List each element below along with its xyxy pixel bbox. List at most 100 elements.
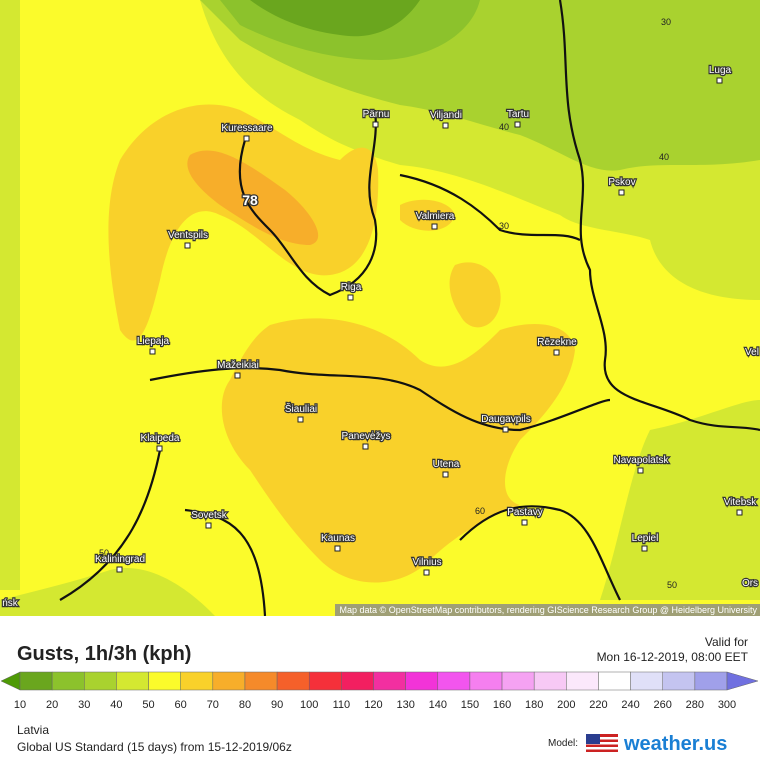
valid-time: Mon 16-12-2019, 08:00 EET [597,650,749,664]
field-70 [187,150,319,245]
city-marker [372,121,379,128]
color-cell [148,671,181,691]
legend-tick: 30 [78,699,90,711]
legend-tick: 90 [271,699,283,711]
color-cell [276,671,310,691]
field-10 [250,0,420,37]
legend-panel: Gusts, 1h/3h (kph) Valid for Mon 16-12-2… [0,635,759,755]
city-marker [521,519,528,526]
legend-tick: 280 [686,699,704,711]
city-marker [423,569,430,576]
legend-tick: 20 [46,699,58,711]
city-marker [156,445,163,452]
borders [59,0,760,616]
city-marker [149,348,156,355]
contour-labels: 30 40 40 30 50 60 50 [99,17,677,590]
color-cell [662,671,696,691]
model-run: Global US Standard (15 days) from 15-12-… [17,740,292,754]
city-label: Vitebsk [724,497,758,508]
city-marker [637,467,644,474]
color-cell [51,671,85,691]
city-marker [736,509,743,516]
city-label: Lepiel [632,533,659,544]
city-marker [234,372,241,379]
legend-tick: 60 [175,699,187,711]
city-marker [347,294,354,301]
city-marker [442,122,449,129]
city-marker [116,566,123,573]
city-label: Mažeikiai [217,360,259,371]
legend-tick: 120 [364,699,382,711]
city-label: Pärnu [363,109,390,120]
legend-tick: 130 [396,699,414,711]
city-label: Utena [433,459,460,470]
city-label: Panevėžys [342,431,391,442]
city-marker [297,416,304,423]
city-label: Viljandi [430,110,462,121]
color-cell [84,671,117,691]
city-label: Daugavpils [481,414,530,425]
city-marker [641,545,648,552]
city-label: ńsk [2,598,19,609]
city-label: Vilnius [412,557,441,568]
legend-tick: 110 [333,699,351,711]
attribution-bg [335,604,760,616]
legend-tick: 100 [300,699,318,711]
legend-tick: 10 [14,699,26,711]
city-label: Kaliningrad [95,554,145,565]
city-marker [502,426,509,433]
legend-tick: 50 [142,699,154,711]
color-cell [308,671,342,691]
legend-tick: 200 [557,699,575,711]
color-cell [694,671,728,691]
city-label: Rēzekne [537,337,577,348]
legend-tick: 180 [525,699,543,711]
city-label: Šiauliai [285,402,317,415]
legend-tick: 140 [429,699,447,711]
legend-tick: 70 [207,699,219,711]
color-cell [405,671,439,691]
field-40 [0,568,215,616]
city-label: Ors [742,578,758,589]
city-label: Liepaja [137,336,170,347]
color-cell [244,671,278,691]
contour-label: 40 [499,122,509,132]
city-label: Riga [341,282,362,293]
coastline [238,109,378,297]
contour-label: 40 [659,152,669,162]
color-cell [0,671,21,691]
valid-label: Valid for [705,635,748,649]
color-cell [437,671,471,691]
legend-tick: 40 [110,699,122,711]
city-marker [334,545,341,552]
color-cell [726,671,759,691]
map: Kuressaare Pärnu Viljandi Tartu Luga Pskov Ven… [0,0,760,616]
flag-stripe [586,747,618,750]
border [149,366,611,432]
city-label: Sovetsk [191,510,228,521]
border [59,449,267,616]
city-label: Luga [709,65,732,76]
border [399,173,581,241]
color-cell [19,671,53,691]
color-cell [566,671,599,691]
border [459,505,621,601]
cities: Kuressaare Pärnu Viljandi Tartu Luga Pskov Ven… [1,64,760,610]
city-label: Navapolatsk [613,455,669,466]
legend-tick: 260 [654,699,672,711]
city-label: Pastavy [507,507,543,518]
city-marker [431,223,438,230]
contour-label: 30 [661,17,671,27]
city-marker [716,77,723,84]
city-marker [553,349,560,356]
color-bar: 10 20 30 40 50 60 70 80 90 100 110 120 130 140 150 160 1… [0,671,759,711]
city-label: Vel [745,347,759,358]
color-cell [501,671,535,691]
city-marker [618,189,625,196]
legend-tick: 240 [621,699,639,711]
region: Latvia [17,723,49,737]
color-cell [533,671,567,691]
legend-tick: 150 [461,699,479,711]
title: Gusts, 1h/3h (kph) [17,643,191,665]
max-label: 78 [242,192,258,208]
